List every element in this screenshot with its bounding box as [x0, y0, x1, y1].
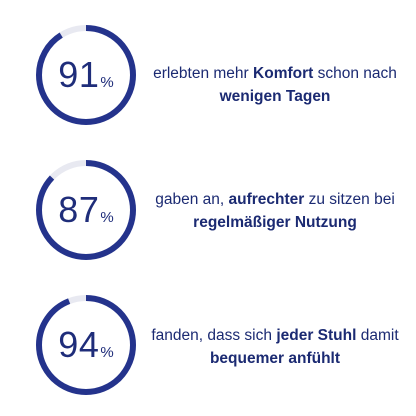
description-text: erlebten mehr — [153, 65, 254, 82]
progress-ring: 91 % — [33, 22, 139, 128]
percentage-number: 87 — [58, 189, 100, 230]
progress-ring-graphic — [36, 25, 136, 125]
stat-block: 94 % fanden, dass sich jeder Stuhl damit… — [0, 0, 416, 395]
description-text: damit — [356, 327, 399, 344]
description-bold: wenigen Tagen — [219, 88, 331, 105]
description-bold: regelmäßiger Nutzung — [193, 214, 357, 231]
progress-ring: 94 % — [33, 292, 139, 398]
description-text: schon nach — [313, 65, 397, 82]
stat-block: 87 % gaben an, aufrechter zu sitzen bei … — [0, 0, 416, 260]
percentage-unit: % — [100, 209, 114, 226]
description-text: zu sitzen bei — [304, 191, 395, 208]
progress-ring: 87 % — [33, 157, 139, 263]
description-bold: Komfort — [253, 65, 314, 82]
percentage-unit: % — [100, 74, 114, 91]
percentage-number: 94 — [58, 324, 100, 365]
stat-description: gaben an, aufrechter zu sitzen bei regel… — [150, 188, 400, 234]
percentage-number: 91 — [58, 54, 100, 95]
description-bold: jeder Stuhl — [276, 327, 357, 344]
stat-description: erlebten mehr Komfort schon nach wenigen… — [150, 62, 400, 108]
description-bold: aufrechter — [228, 191, 305, 208]
percentage-value: 87 % — [33, 157, 139, 263]
percentage-unit: % — [100, 344, 114, 361]
stat-block: 91 % erlebten mehr Komfort schon nach we… — [0, 0, 416, 130]
progress-ring-graphic — [36, 160, 136, 260]
description-bold: bequemer anfühlt — [209, 350, 341, 367]
description-text: fanden, dass sich — [151, 327, 277, 344]
percentage-value: 94 % — [33, 292, 139, 398]
description-text: gaben an, — [155, 191, 229, 208]
stat-description: fanden, dass sich jeder Stuhl damit bequ… — [150, 324, 400, 370]
progress-ring-graphic — [36, 295, 136, 395]
percentage-value: 91 % — [33, 22, 139, 128]
